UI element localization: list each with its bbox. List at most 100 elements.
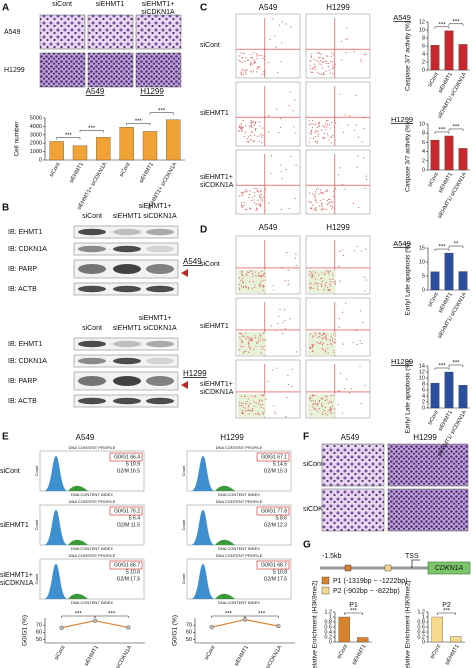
event-dot bbox=[261, 412, 263, 414]
event-dot bbox=[238, 402, 241, 404]
event-dot bbox=[329, 202, 331, 204]
event-dot bbox=[262, 57, 264, 59]
significance-bracket bbox=[434, 248, 450, 252]
event-dot bbox=[240, 395, 243, 397]
event-dot bbox=[263, 332, 265, 334]
event-dot bbox=[245, 57, 247, 59]
event-dot bbox=[264, 187, 266, 190]
event-dot bbox=[341, 412, 343, 414]
event-dot bbox=[310, 133, 312, 135]
event-dot bbox=[245, 125, 247, 127]
event-dot bbox=[321, 67, 323, 69]
event-dot bbox=[321, 280, 324, 282]
event-dot bbox=[242, 73, 245, 76]
g1-peak bbox=[191, 456, 215, 491]
event-dot bbox=[248, 136, 250, 138]
event-dot bbox=[253, 202, 256, 204]
event-dot bbox=[251, 64, 253, 66]
event-dot bbox=[262, 127, 264, 129]
event-dot bbox=[253, 59, 255, 61]
significance-label: ** bbox=[454, 242, 459, 248]
event-dot bbox=[334, 207, 336, 209]
event-dot bbox=[313, 275, 315, 278]
gate-region bbox=[238, 269, 266, 294]
event-dot bbox=[259, 194, 261, 196]
event-dot bbox=[331, 121, 333, 124]
event-dot bbox=[364, 290, 366, 292]
event-dot bbox=[241, 274, 243, 276]
event-dot bbox=[321, 413, 324, 415]
event-dot bbox=[262, 413, 265, 415]
event-dot bbox=[241, 271, 243, 273]
micrograph bbox=[87, 52, 134, 88]
event-dot bbox=[260, 352, 262, 354]
event-dot bbox=[337, 173, 339, 176]
significance-label: *** bbox=[438, 364, 446, 370]
y-tick-label: 0.6 bbox=[417, 624, 425, 630]
y-tick-label: 50 bbox=[36, 637, 42, 643]
bar bbox=[458, 148, 468, 171]
event-dot bbox=[314, 132, 316, 134]
event-dot bbox=[331, 337, 334, 339]
arrowhead bbox=[181, 269, 188, 277]
y-tick-label: 0 bbox=[422, 167, 425, 173]
event-dot bbox=[257, 411, 259, 414]
event-dot bbox=[282, 333, 284, 335]
event-dot bbox=[318, 401, 321, 403]
event-dot bbox=[339, 167, 341, 169]
event-dot bbox=[263, 407, 265, 409]
event-dot bbox=[262, 284, 264, 286]
event-dot bbox=[242, 194, 244, 196]
event-dot bbox=[322, 348, 324, 350]
micrograph bbox=[87, 14, 134, 50]
event-dot bbox=[339, 372, 342, 375]
event-dot bbox=[321, 204, 323, 206]
event-dot bbox=[332, 54, 334, 56]
event-dot bbox=[260, 281, 262, 283]
y-tick-label: 1.2 bbox=[324, 609, 332, 615]
y-tick-label: 60 bbox=[186, 630, 192, 636]
event-dot bbox=[247, 338, 249, 340]
event-dot bbox=[324, 137, 326, 139]
event-dot bbox=[321, 277, 323, 279]
event-dot bbox=[248, 346, 250, 348]
event-dot bbox=[357, 155, 359, 157]
event-dot bbox=[288, 104, 290, 107]
event-dot bbox=[321, 209, 323, 211]
event-dot bbox=[321, 335, 323, 337]
event-dot bbox=[295, 164, 297, 166]
event-dot bbox=[327, 271, 329, 274]
event-dot bbox=[245, 332, 247, 334]
event-dot bbox=[245, 273, 247, 276]
event-dot bbox=[365, 248, 367, 250]
x-tick-label: siEHMT1/ siCDKN1A bbox=[437, 71, 468, 119]
x-tick-label: siCont bbox=[427, 409, 440, 426]
bar bbox=[430, 45, 440, 71]
event-dot bbox=[314, 193, 316, 195]
event-dot bbox=[279, 24, 281, 26]
bar bbox=[444, 30, 454, 71]
event-dot bbox=[334, 338, 336, 341]
event-dot bbox=[241, 206, 244, 208]
event-dot bbox=[247, 342, 250, 345]
event-dot bbox=[312, 400, 314, 402]
event-dot bbox=[240, 73, 243, 76]
event-dot bbox=[250, 139, 252, 141]
event-dot bbox=[245, 337, 247, 339]
event-dot bbox=[325, 399, 327, 402]
event-dot bbox=[324, 406, 326, 408]
event-dot bbox=[240, 339, 242, 341]
event-dot bbox=[244, 131, 247, 133]
event-dot bbox=[242, 191, 245, 194]
blot-band bbox=[113, 285, 141, 293]
event-dot bbox=[311, 346, 313, 349]
event-dot bbox=[242, 412, 244, 415]
event-dot bbox=[287, 280, 289, 282]
event-dot bbox=[331, 52, 333, 54]
histogram-title: DNA CONTENT PROFILE bbox=[216, 499, 263, 504]
significance-bracket bbox=[448, 23, 464, 26]
y-tick-label: 10 bbox=[419, 375, 425, 381]
event-dot bbox=[316, 142, 318, 144]
event-dot bbox=[329, 270, 331, 272]
arrowhead bbox=[181, 381, 188, 389]
